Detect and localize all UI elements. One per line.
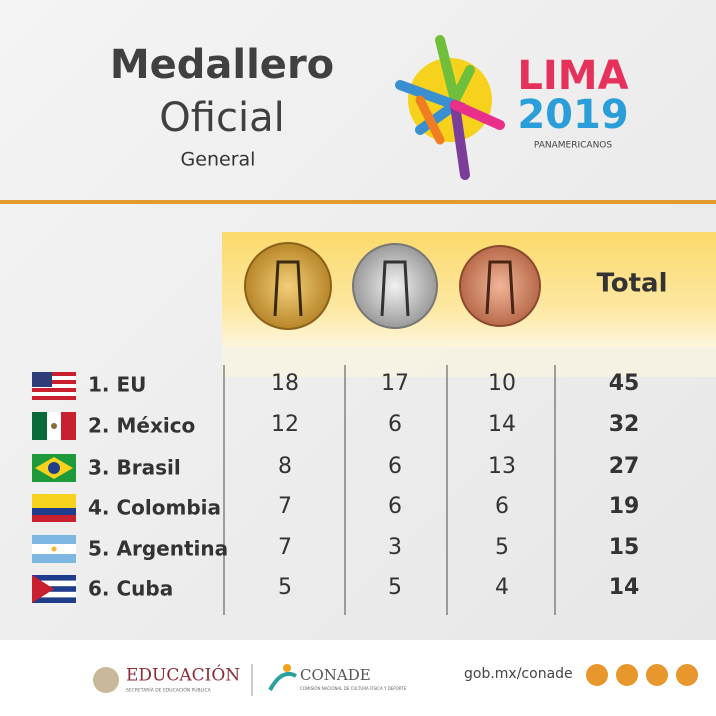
medal-count: 18	[271, 371, 299, 396]
medal-count: 4	[495, 575, 509, 600]
total-cell: 27	[609, 454, 640, 479]
medal-count: 13	[488, 454, 516, 479]
divider	[0, 200, 716, 204]
title: Oficial	[159, 95, 284, 141]
country-label: 1. EU	[88, 373, 146, 397]
country-label: 4. Colombia	[88, 496, 221, 520]
conade-logo	[268, 671, 297, 691]
header-fade	[222, 347, 716, 377]
country-label: 5. Argentina	[88, 537, 228, 561]
social-icons[interactable]	[586, 664, 698, 686]
total-cell: 15	[609, 535, 640, 560]
medal-count: 14	[488, 412, 516, 437]
medal-count: 6	[495, 494, 509, 519]
medal-count: 10	[488, 371, 516, 396]
country-label: 6. Cuba	[88, 577, 173, 601]
flags	[32, 372, 76, 603]
total-cell: 14	[609, 575, 640, 600]
table-rows: 1. EU 18 17 10 452. México 12 6 14 323. Brasil 8 6…	[88, 371, 639, 601]
column-dividers	[223, 365, 556, 615]
medal-count: 5	[278, 575, 292, 600]
total-cell: 19	[609, 494, 640, 519]
medal-count: 7	[278, 494, 292, 519]
title: Medallero	[110, 42, 334, 88]
country-label: 2. México	[88, 414, 195, 438]
medal-count: 5	[388, 575, 402, 600]
subtitle: General	[181, 149, 256, 171]
medal-count: 17	[381, 371, 409, 396]
medal-count: 6	[388, 494, 402, 519]
conade-label: CONADE	[300, 666, 371, 684]
url: gob.mx/conade	[464, 666, 573, 682]
medal-count: 5	[495, 535, 509, 560]
medal-count: 7	[278, 535, 292, 560]
conade-logo	[283, 664, 291, 672]
education-sub: SECRETARÍA DE EDUCACIÓN PÚBLICA	[126, 687, 212, 694]
logo-year: 2019	[517, 92, 628, 138]
medal-count: 6	[388, 454, 402, 479]
medal-icons	[244, 242, 541, 330]
medal-count: 3	[388, 535, 402, 560]
education-emblem	[93, 667, 119, 693]
medal-count: 6	[388, 412, 402, 437]
logo-word: LIMA	[517, 53, 628, 99]
medal-count: 12	[271, 412, 299, 437]
total-header: Total	[596, 269, 667, 299]
country-label: 3. Brasil	[88, 456, 181, 480]
logo-tagline: PANAMERICANOS	[534, 141, 613, 151]
education-label: EDUCACIÓN	[126, 665, 240, 686]
total-cell: 32	[609, 412, 640, 437]
total-cell: 45	[609, 371, 640, 396]
conade-sub: COMISIÓN NACIONAL DE CULTURA FÍSICA Y DE…	[300, 686, 407, 691]
lima-logo: LIMA 2019 PANAMERICANOS	[395, 35, 629, 180]
medal-count: 8	[278, 454, 292, 479]
